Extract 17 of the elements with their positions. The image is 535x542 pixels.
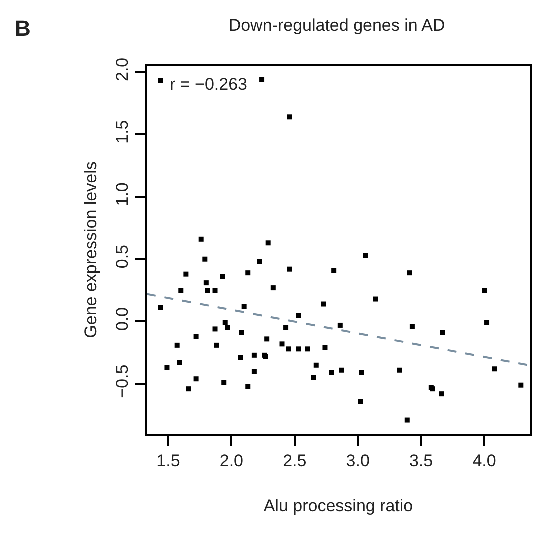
y-tick-label: 0.5 xyxy=(113,244,132,269)
text: B xyxy=(15,16,31,41)
x-axis-title: Alu processing ratio xyxy=(264,496,414,516)
y-axis-title: Gene expression levels xyxy=(81,162,100,338)
x-tick-label: 4.0 xyxy=(472,451,496,470)
x-tick-label: 2.5 xyxy=(283,451,307,470)
x-tick-label: 3.0 xyxy=(346,451,370,470)
x-tick-label: 1.5 xyxy=(156,451,180,470)
y-tick-label: 0.0 xyxy=(113,307,132,331)
x-tick-label: 2.0 xyxy=(220,451,244,470)
x-tick-label: 3.5 xyxy=(409,451,434,470)
chart-title: Down-regulated genes in AD xyxy=(228,16,446,35)
annotation: r = −0.263 xyxy=(170,75,248,94)
y-tick-label: 1.0 xyxy=(113,182,132,206)
y-tick-label: −0.5 xyxy=(113,364,132,398)
y-tick-label: 2.0 xyxy=(113,58,132,82)
y-tick-label: 1.5 xyxy=(113,120,132,144)
